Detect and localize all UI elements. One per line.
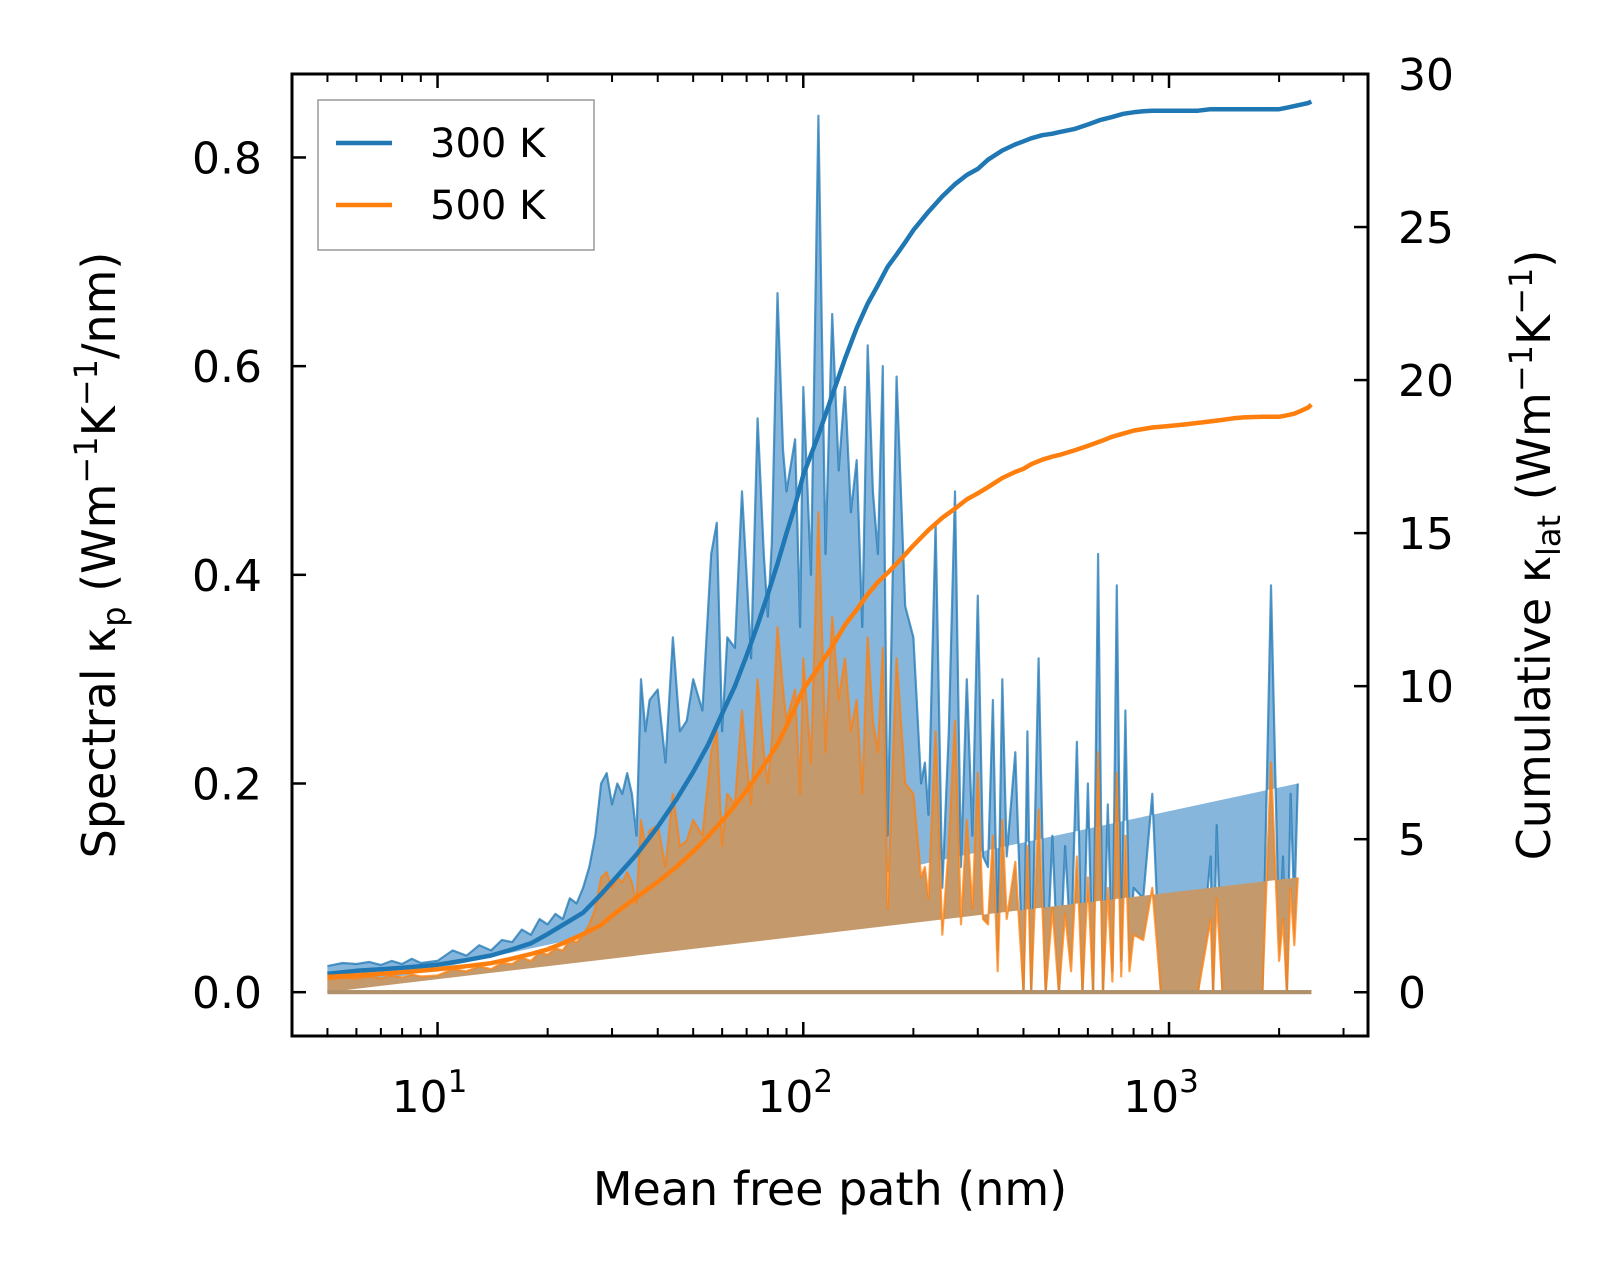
y-axis-left-title: Spectral κp (Wm−1K−1/nm) bbox=[67, 252, 133, 859]
x-tick-label: 102 bbox=[757, 1064, 833, 1123]
legend-label-500k: 500 K bbox=[430, 183, 547, 229]
cumulative-line-500k bbox=[327, 402, 1313, 980]
y-right-units-close: ) bbox=[1507, 250, 1561, 268]
y-right-tick-label: 0 bbox=[1398, 968, 1426, 1019]
y-right-tick-label: 20 bbox=[1398, 356, 1454, 407]
y-left-tick-label: 0.8 bbox=[192, 133, 262, 184]
y-left-mid: K bbox=[72, 404, 126, 436]
y-right-tick-label: 15 bbox=[1398, 509, 1454, 560]
y-right-sub: lat bbox=[1530, 515, 1568, 556]
spectral-line-500k bbox=[327, 511, 1299, 994]
y-axis-right-title: Cumulative κlat (Wm−1K−1) bbox=[1502, 250, 1568, 861]
y-right-tick-label: 10 bbox=[1398, 662, 1454, 713]
legend-box bbox=[317, 99, 595, 251]
y-right-tick-label: 25 bbox=[1398, 203, 1454, 254]
y-left-units-open: (Wm bbox=[72, 484, 126, 607]
y-right-tick-label: 5 bbox=[1398, 815, 1426, 866]
y-left-tick-label: 0.2 bbox=[192, 760, 262, 811]
y-left-sup1: −1 bbox=[67, 436, 105, 483]
legend: 300 K 500 K bbox=[317, 99, 595, 251]
y-right-mid: K bbox=[1507, 313, 1561, 345]
y-right-sup1: −1 bbox=[1502, 345, 1540, 392]
y-left-sub: p bbox=[95, 606, 133, 626]
spectral-line-300k bbox=[327, 114, 1299, 994]
y-left-main: Spectral κ bbox=[72, 627, 126, 859]
x-axis-title: Mean free path (nm) bbox=[593, 1162, 1067, 1216]
x-tick-label: 103 bbox=[1123, 1064, 1199, 1123]
y-right-units-open: (Wm bbox=[1507, 392, 1561, 515]
y-left-units-close: /nm) bbox=[72, 252, 126, 359]
y-left-tick-label: 0.6 bbox=[192, 342, 262, 393]
y-left-tick-label: 0.4 bbox=[192, 551, 262, 602]
y-right-sup2: −1 bbox=[1502, 268, 1540, 315]
spectral-fill-500k bbox=[327, 512, 1298, 993]
y-right-tick-label: 30 bbox=[1398, 50, 1454, 101]
plot-frame bbox=[290, 72, 1370, 1038]
spectral-fill-300k bbox=[327, 115, 1298, 993]
y-left-tick-label: 0.0 bbox=[192, 968, 262, 1019]
x-tick-label: 101 bbox=[392, 1064, 468, 1123]
y-left-sup2: −1 bbox=[67, 359, 105, 406]
y-right-main: Cumulative κ bbox=[1507, 556, 1561, 860]
cumulative-line-300k bbox=[327, 99, 1313, 977]
legend-label-300k: 300 K bbox=[430, 121, 547, 167]
